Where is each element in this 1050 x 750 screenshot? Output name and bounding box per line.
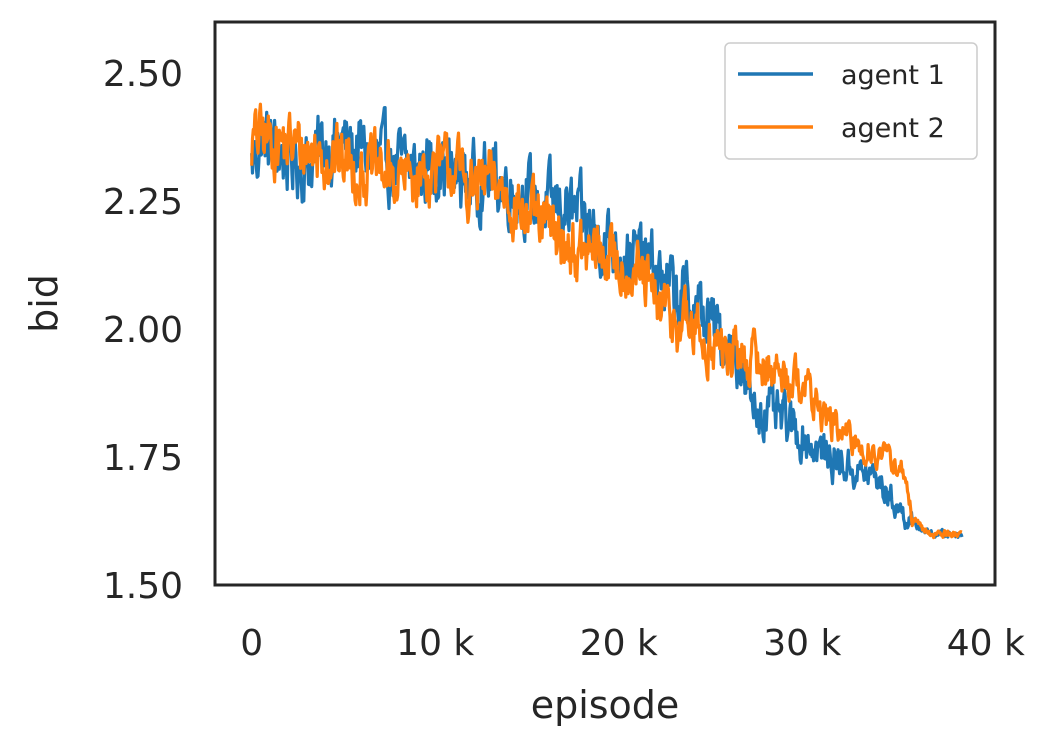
plot-frame (213, 20, 997, 587)
series-line-2 (250, 102, 963, 540)
y-tick-label: 1.50 (103, 566, 183, 607)
series-layer (250, 102, 964, 540)
legend-label-1: agent 1 (841, 60, 945, 91)
y-tick-labels: 1.50 1.75 2.00 2.25 2.50 (103, 54, 183, 607)
x-tick-label: 10 k (396, 623, 474, 664)
legend: agent 1 agent 2 (724, 42, 978, 160)
y-axis-label: bid (22, 274, 66, 333)
x-tick-labels: 0 10 k 20 k 30 k 40 k (240, 623, 1025, 664)
y-tick-label: 1.75 (103, 438, 183, 479)
x-axis-label: episode (531, 683, 680, 727)
legend-label-2: agent 2 (841, 113, 945, 144)
y-tick-label: 2.50 (103, 54, 183, 95)
x-tick-label: 40 k (947, 623, 1025, 664)
x-tick-label: 30 k (763, 623, 841, 664)
y-tick-label: 2.00 (103, 310, 183, 351)
x-tick-label: 20 k (580, 623, 658, 664)
x-tick-label: 0 (240, 623, 263, 664)
series-line-1 (250, 105, 964, 539)
legend-box (724, 42, 978, 160)
y-tick-label: 2.25 (103, 182, 183, 223)
